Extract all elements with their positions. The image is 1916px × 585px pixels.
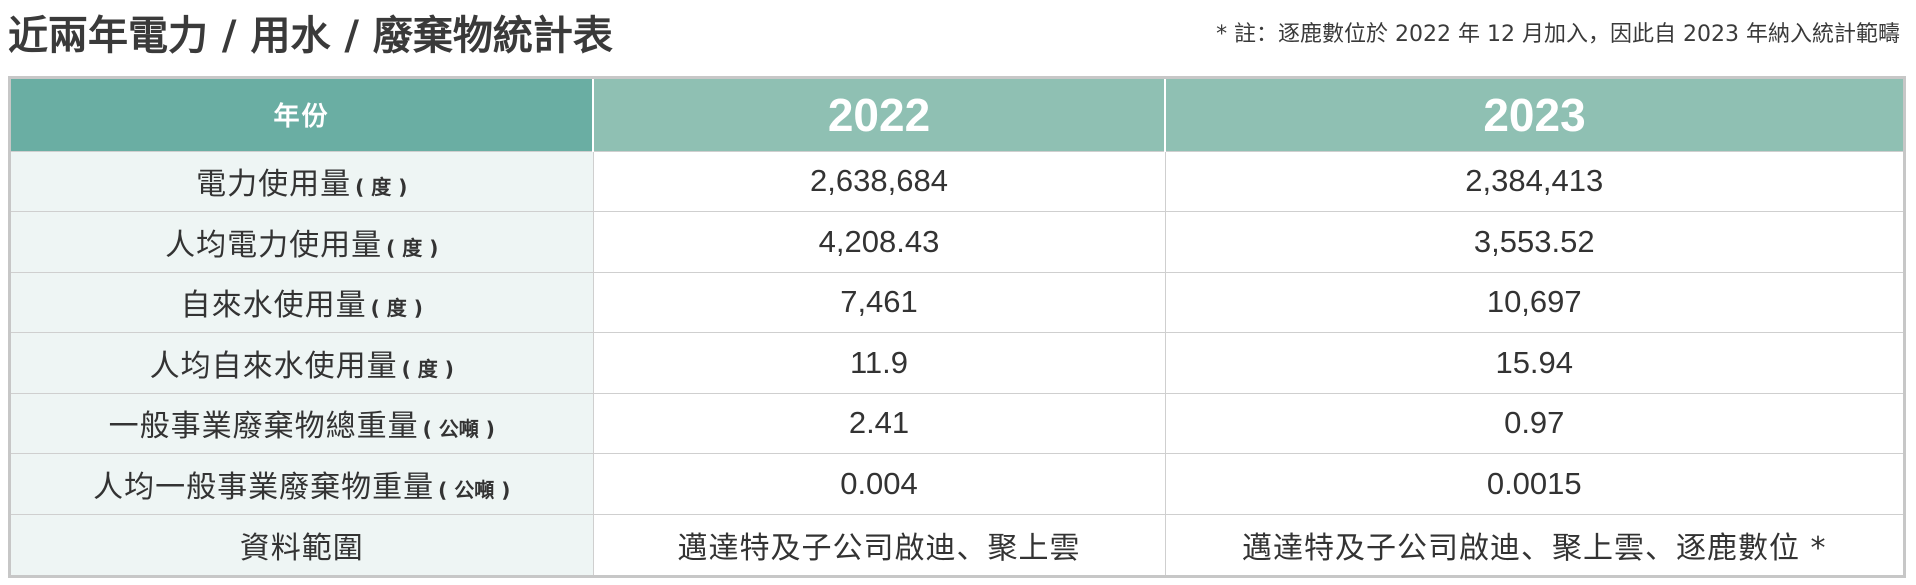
- row-label-text: 人均一般事業廢棄物重量: [93, 469, 435, 505]
- row-label-data-scope: 資料範圍: [11, 513, 593, 575]
- data-scope-2022: 邁達特及子公司啟迪、聚上雲: [592, 513, 1165, 575]
- row-label-water-per-capita: 人均自來水使用量( 度 ): [11, 332, 593, 393]
- value-2023-electricity: 2,384,413: [1164, 150, 1903, 212]
- unit-label: ( 公噸 ): [438, 477, 511, 502]
- page-header: 近兩年電力 / 用水 / 廢棄物統計表 * 註：逐鹿數位於 2022 年 12 …: [8, 0, 1908, 72]
- footnote: * 註：逐鹿數位於 2022 年 12 月加入，因此自 2023 年納入統計範疇: [1216, 22, 1900, 47]
- unit-label: ( 度 ): [355, 175, 408, 200]
- table-row: 一般事業廢棄物總重量( 公噸 ) 2.41 0.97: [11, 392, 1903, 454]
- value-2022-water-per-capita: 11.9: [592, 332, 1165, 393]
- row-label-text: 電力使用量: [196, 167, 352, 203]
- unit-label: ( 度 ): [401, 356, 454, 381]
- unit-label: ( 公噸 ): [422, 417, 495, 442]
- value-2023-waste-per-capita: 0.0015: [1164, 453, 1903, 514]
- row-label-waste-total: 一般事業廢棄物總重量( 公噸 ): [11, 392, 593, 454]
- value-2023-waste-total: 0.97: [1164, 392, 1903, 454]
- page-title: 近兩年電力 / 用水 / 廢棄物統計表: [8, 13, 613, 59]
- value-2023-electricity-per-capita: 3,553.52: [1164, 211, 1903, 272]
- table-row: 電力使用量( 度 ) 2,638,684 2,384,413: [11, 150, 1903, 212]
- table-row: 人均自來水使用量( 度 ) 11.9 15.94: [11, 332, 1903, 393]
- header-year-2023: 2023: [1164, 79, 1903, 151]
- value-2023-water: 10,697: [1164, 271, 1903, 333]
- value-2022-electricity: 2,638,684: [592, 150, 1165, 212]
- row-label-water: 自來水使用量( 度 ): [11, 271, 593, 333]
- table-row: 人均電力使用量( 度 ) 4,208.43 3,553.52: [11, 211, 1903, 272]
- unit-label: ( 度 ): [386, 235, 439, 260]
- unit-label: ( 度 ): [370, 296, 423, 321]
- table-row: 資料範圍 邁達特及子公司啟迪、聚上雲 邁達特及子公司啟迪、聚上雲、逐鹿數位 *: [11, 513, 1903, 575]
- value-2022-water: 7,461: [592, 271, 1165, 333]
- table-row: 人均一般事業廢棄物重量( 公噸 ) 0.004 0.0015: [11, 453, 1903, 514]
- row-label-waste-per-capita: 人均一般事業廢棄物重量( 公噸 ): [11, 453, 593, 514]
- value-2023-water-per-capita: 15.94: [1164, 332, 1903, 393]
- data-scope-2023: 邁達特及子公司啟迪、聚上雲、逐鹿數位 *: [1164, 513, 1903, 575]
- stats-table-container: 年份 2022 2023 電力使用量( 度 ) 2,638,684 2,384,…: [8, 76, 1906, 578]
- row-label-text: 人均自來水使用量: [149, 348, 398, 384]
- table-body: 電力使用量( 度 ) 2,638,684 2,384,413 人均電力使用量( …: [11, 150, 1903, 575]
- header-label-year: 年份: [11, 79, 593, 151]
- header-year-2022: 2022: [592, 79, 1165, 151]
- value-2022-electricity-per-capita: 4,208.43: [592, 211, 1165, 272]
- value-2022-waste-total: 2.41: [592, 392, 1165, 454]
- row-label-text: 自來水使用量: [180, 288, 367, 324]
- row-label-electricity-per-capita: 人均電力使用量( 度 ): [11, 211, 593, 272]
- stats-table: 年份 2022 2023 電力使用量( 度 ) 2,638,684 2,384,…: [11, 79, 1903, 575]
- table-header: 年份 2022 2023: [11, 79, 1903, 151]
- header-row: 年份 2022 2023: [11, 79, 1903, 151]
- row-label-text: 人均電力使用量: [165, 227, 383, 263]
- table-row: 自來水使用量( 度 ) 7,461 10,697: [11, 271, 1903, 333]
- row-label-electricity: 電力使用量( 度 ): [11, 150, 593, 212]
- row-label-text: 一般事業廢棄物總重量: [108, 409, 419, 445]
- value-2022-waste-per-capita: 0.004: [592, 453, 1165, 514]
